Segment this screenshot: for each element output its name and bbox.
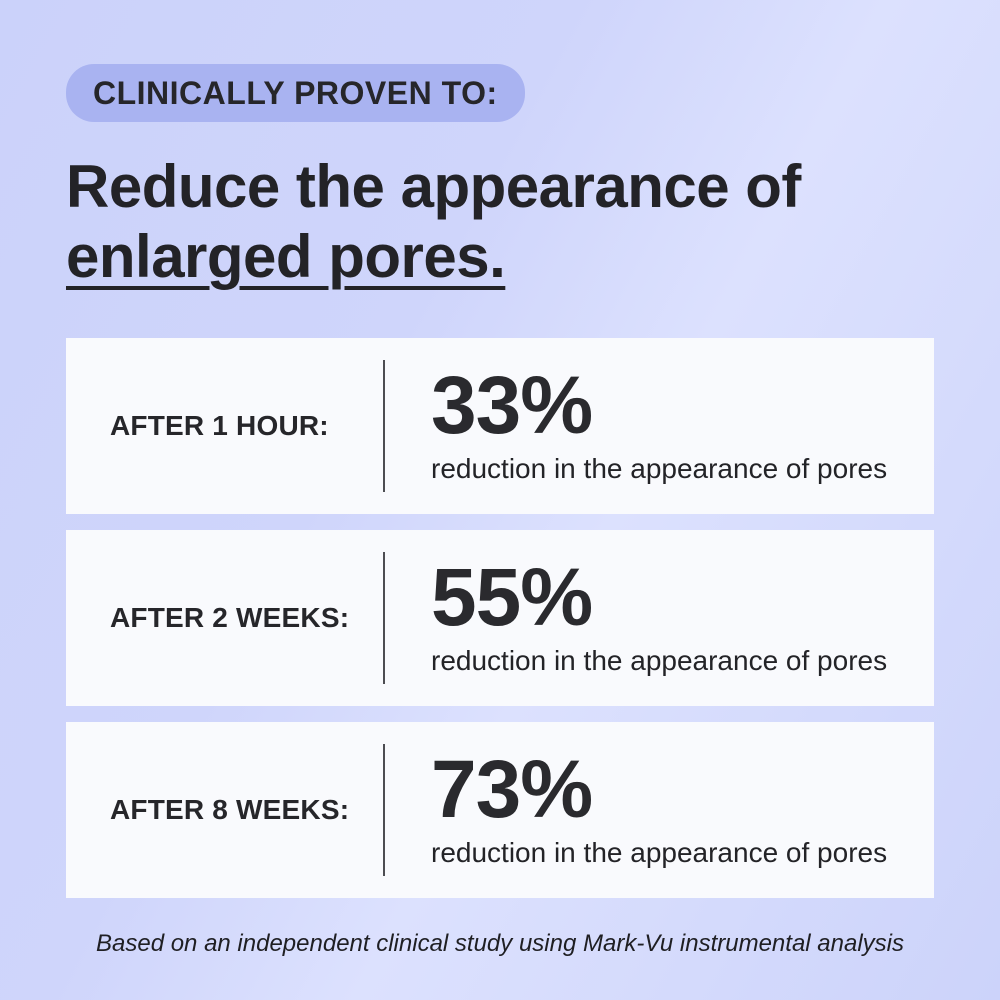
timepoint-label: AFTER 8 WEEKS: bbox=[110, 794, 350, 825]
headline: Reduce the appearance of enlarged pores. bbox=[66, 152, 934, 292]
vertical-divider bbox=[383, 360, 385, 492]
stat-block: 55% reduction in the appearance of pores bbox=[431, 552, 888, 677]
timepoint-label: AFTER 2 WEEKS: bbox=[110, 602, 350, 633]
stat-value: 33% bbox=[431, 360, 593, 452]
clinically-proven-badge: CLINICALLY PROVEN TO: bbox=[66, 64, 525, 122]
vertical-divider bbox=[383, 552, 385, 684]
stat-block: 73% reduction in the appearance of pores bbox=[431, 744, 888, 869]
vertical-divider bbox=[383, 744, 385, 876]
stat-block: 33% reduction in the appearance of pores bbox=[431, 360, 888, 485]
stat-value: 73% bbox=[431, 744, 593, 836]
stat-caption: reduction in the appearance of pores bbox=[431, 644, 888, 676]
stat-caption: reduction in the appearance of pores bbox=[431, 452, 888, 484]
results-list: AFTER 1 HOUR: 33% reduction in the appea… bbox=[66, 338, 934, 898]
stat-caption: reduction in the appearance of pores bbox=[431, 836, 888, 868]
headline-line2: enlarged pores. bbox=[66, 223, 506, 290]
result-card-after-8-weeks: AFTER 8 WEEKS: 73% reduction in the appe… bbox=[66, 722, 934, 898]
timepoint-label: AFTER 1 HOUR: bbox=[110, 410, 329, 441]
result-card-after-2-weeks: AFTER 2 WEEKS: 55% reduction in the appe… bbox=[66, 530, 934, 706]
stat-value: 55% bbox=[431, 552, 593, 644]
headline-line1: Reduce the appearance of bbox=[66, 153, 801, 220]
study-footnote: Based on an independent clinical study u… bbox=[95, 930, 905, 957]
result-card-after-1-hour: AFTER 1 HOUR: 33% reduction in the appea… bbox=[66, 338, 934, 514]
